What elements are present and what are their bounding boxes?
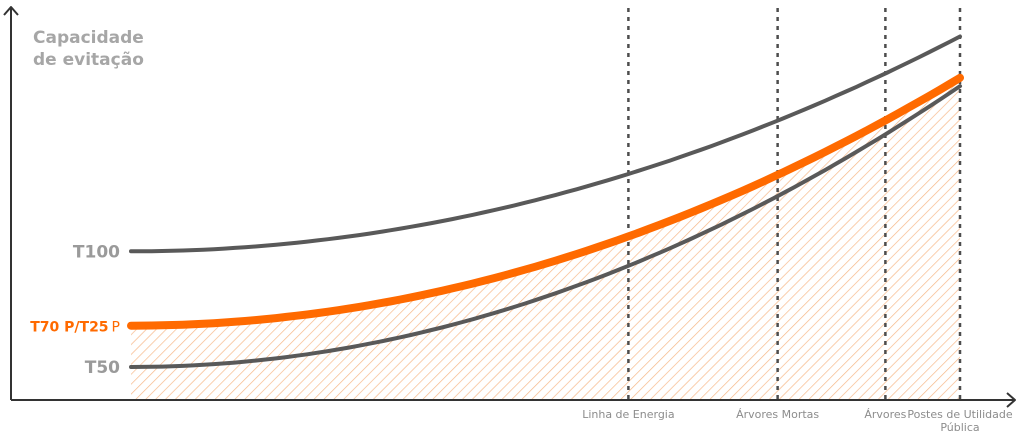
x-tick-label-1: Linha de Energia [582, 408, 674, 421]
x-tick-label-2: Árvores Mortas [736, 408, 819, 421]
x-tick-label-line: Linha de Energia [582, 408, 674, 421]
hatched-area [131, 77, 960, 401]
series-label-3: T50 [85, 358, 120, 378]
y-axis-label: Capacidade de evitação [33, 28, 150, 70]
series-label-1: T100 [73, 242, 120, 262]
x-tick-label-4: Postes de Utilidade Pública [907, 408, 1012, 434]
series-line-3 [129, 84, 962, 369]
x-tick-label-line: Pública [940, 421, 979, 434]
series-label-text: T100 [73, 242, 120, 262]
x-tick-label-line: Árvores Mortas [736, 408, 819, 421]
x-tick-labels: Linha de Energia Árvores Mortas Árvores Pos… [582, 408, 1013, 434]
x-tick-label-line: Árvores [864, 408, 906, 421]
series-label-text: T50 [85, 358, 120, 378]
x-tick-label-line: Postes de Utilidade [907, 408, 1012, 421]
series-label-suffix: P [112, 320, 120, 336]
hatched-area-fill [131, 77, 960, 401]
y-axis-arrow [3, 6, 19, 16]
x-tick-label-3: Árvores [864, 408, 906, 421]
series-labels: T100 T70 P/T25 P T50 [30, 242, 120, 378]
y-axis-label-line-2: de evitação [33, 50, 144, 70]
series-line-1 [129, 34, 962, 254]
axes [3, 6, 1016, 408]
x-axis-arrow [1006, 392, 1016, 408]
series-line-2 [127, 73, 964, 330]
series-lines [127, 34, 964, 369]
series-label-2: T70 P/T25 P [30, 320, 120, 336]
series-label-text: T70 P/T25 [30, 320, 108, 336]
y-axis-label-line-1: Capacidade [33, 28, 144, 48]
